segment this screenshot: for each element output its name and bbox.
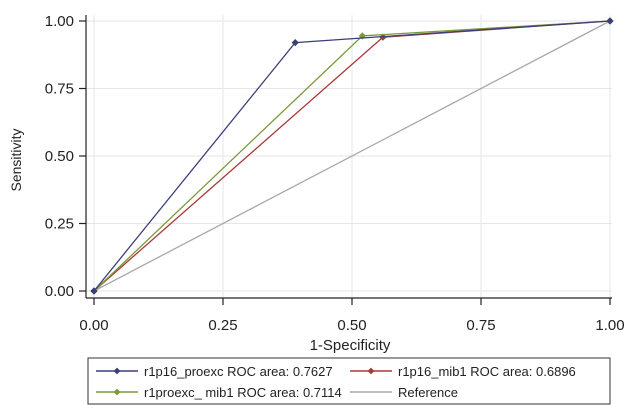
x-axis-label: 1-Specificity (310, 337, 391, 354)
y-tick-label: 0.25 (45, 216, 74, 233)
legend-item: Reference (350, 385, 458, 400)
legend: r1p16_proexc ROC area: 0.7627 r1p16_mib1 … (87, 357, 611, 405)
legend-swatch-marker (367, 367, 375, 375)
series-3 (93, 20, 611, 292)
x-tick-label: 0.25 (208, 317, 237, 334)
y-tick-label: 0.75 (45, 81, 74, 98)
legend-label: Reference (398, 385, 458, 400)
series-line (93, 20, 611, 292)
y-axis-label: Sensitivity (8, 128, 24, 191)
legend-label: r1p16_mib1 ROC area: 0.6896 (398, 364, 576, 379)
y-ticks: 0.00 0.25 0.50 0.75 1.00 (45, 13, 86, 300)
series-0 (90, 17, 614, 295)
x-tick-label: 0.00 (79, 317, 108, 334)
data-point-marker (291, 39, 299, 47)
y-tick-label: 0.50 (45, 148, 74, 165)
series-lines (90, 17, 614, 295)
legend-swatch-marker (113, 367, 121, 375)
x-tick-label: 0.50 (337, 317, 366, 334)
y-tick-label: 0.00 (45, 283, 74, 300)
data-point-marker (606, 17, 614, 25)
x-ticks: 0.00 0.25 0.50 0.75 1.00 (79, 298, 625, 334)
x-tick-label: 1.00 (595, 317, 624, 334)
y-tick-label: 1.00 (45, 13, 74, 30)
legend-item: r1p16_mib1 ROC area: 0.6896 (350, 364, 576, 379)
x-tick-label: 0.75 (466, 317, 495, 334)
legend-label: r1p16_proexc ROC area: 0.7627 (144, 364, 333, 379)
legend-box (87, 357, 611, 405)
legend-swatch-marker (113, 388, 121, 396)
legend-label: r1proexc_ mib1 ROC area: 0.7114 (144, 385, 342, 400)
data-point-marker (90, 287, 98, 295)
legend-item: r1proexc_ mib1 ROC area: 0.7114 (96, 385, 342, 400)
legend-item: r1p16_proexc ROC area: 0.7627 (96, 364, 333, 379)
